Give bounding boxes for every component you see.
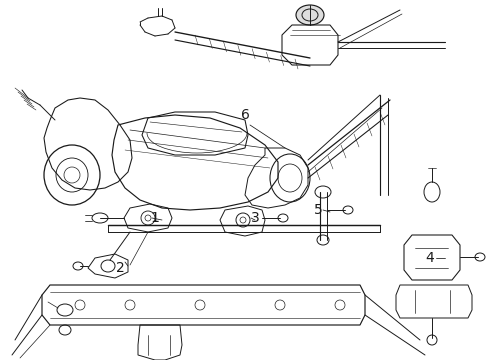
Text: 1: 1 xyxy=(150,211,159,225)
Text: 4: 4 xyxy=(426,251,434,265)
Text: 3: 3 xyxy=(250,211,259,225)
Text: 2: 2 xyxy=(116,261,124,275)
Text: 5: 5 xyxy=(314,203,322,217)
Text: 6: 6 xyxy=(241,108,249,122)
Ellipse shape xyxy=(296,5,324,25)
